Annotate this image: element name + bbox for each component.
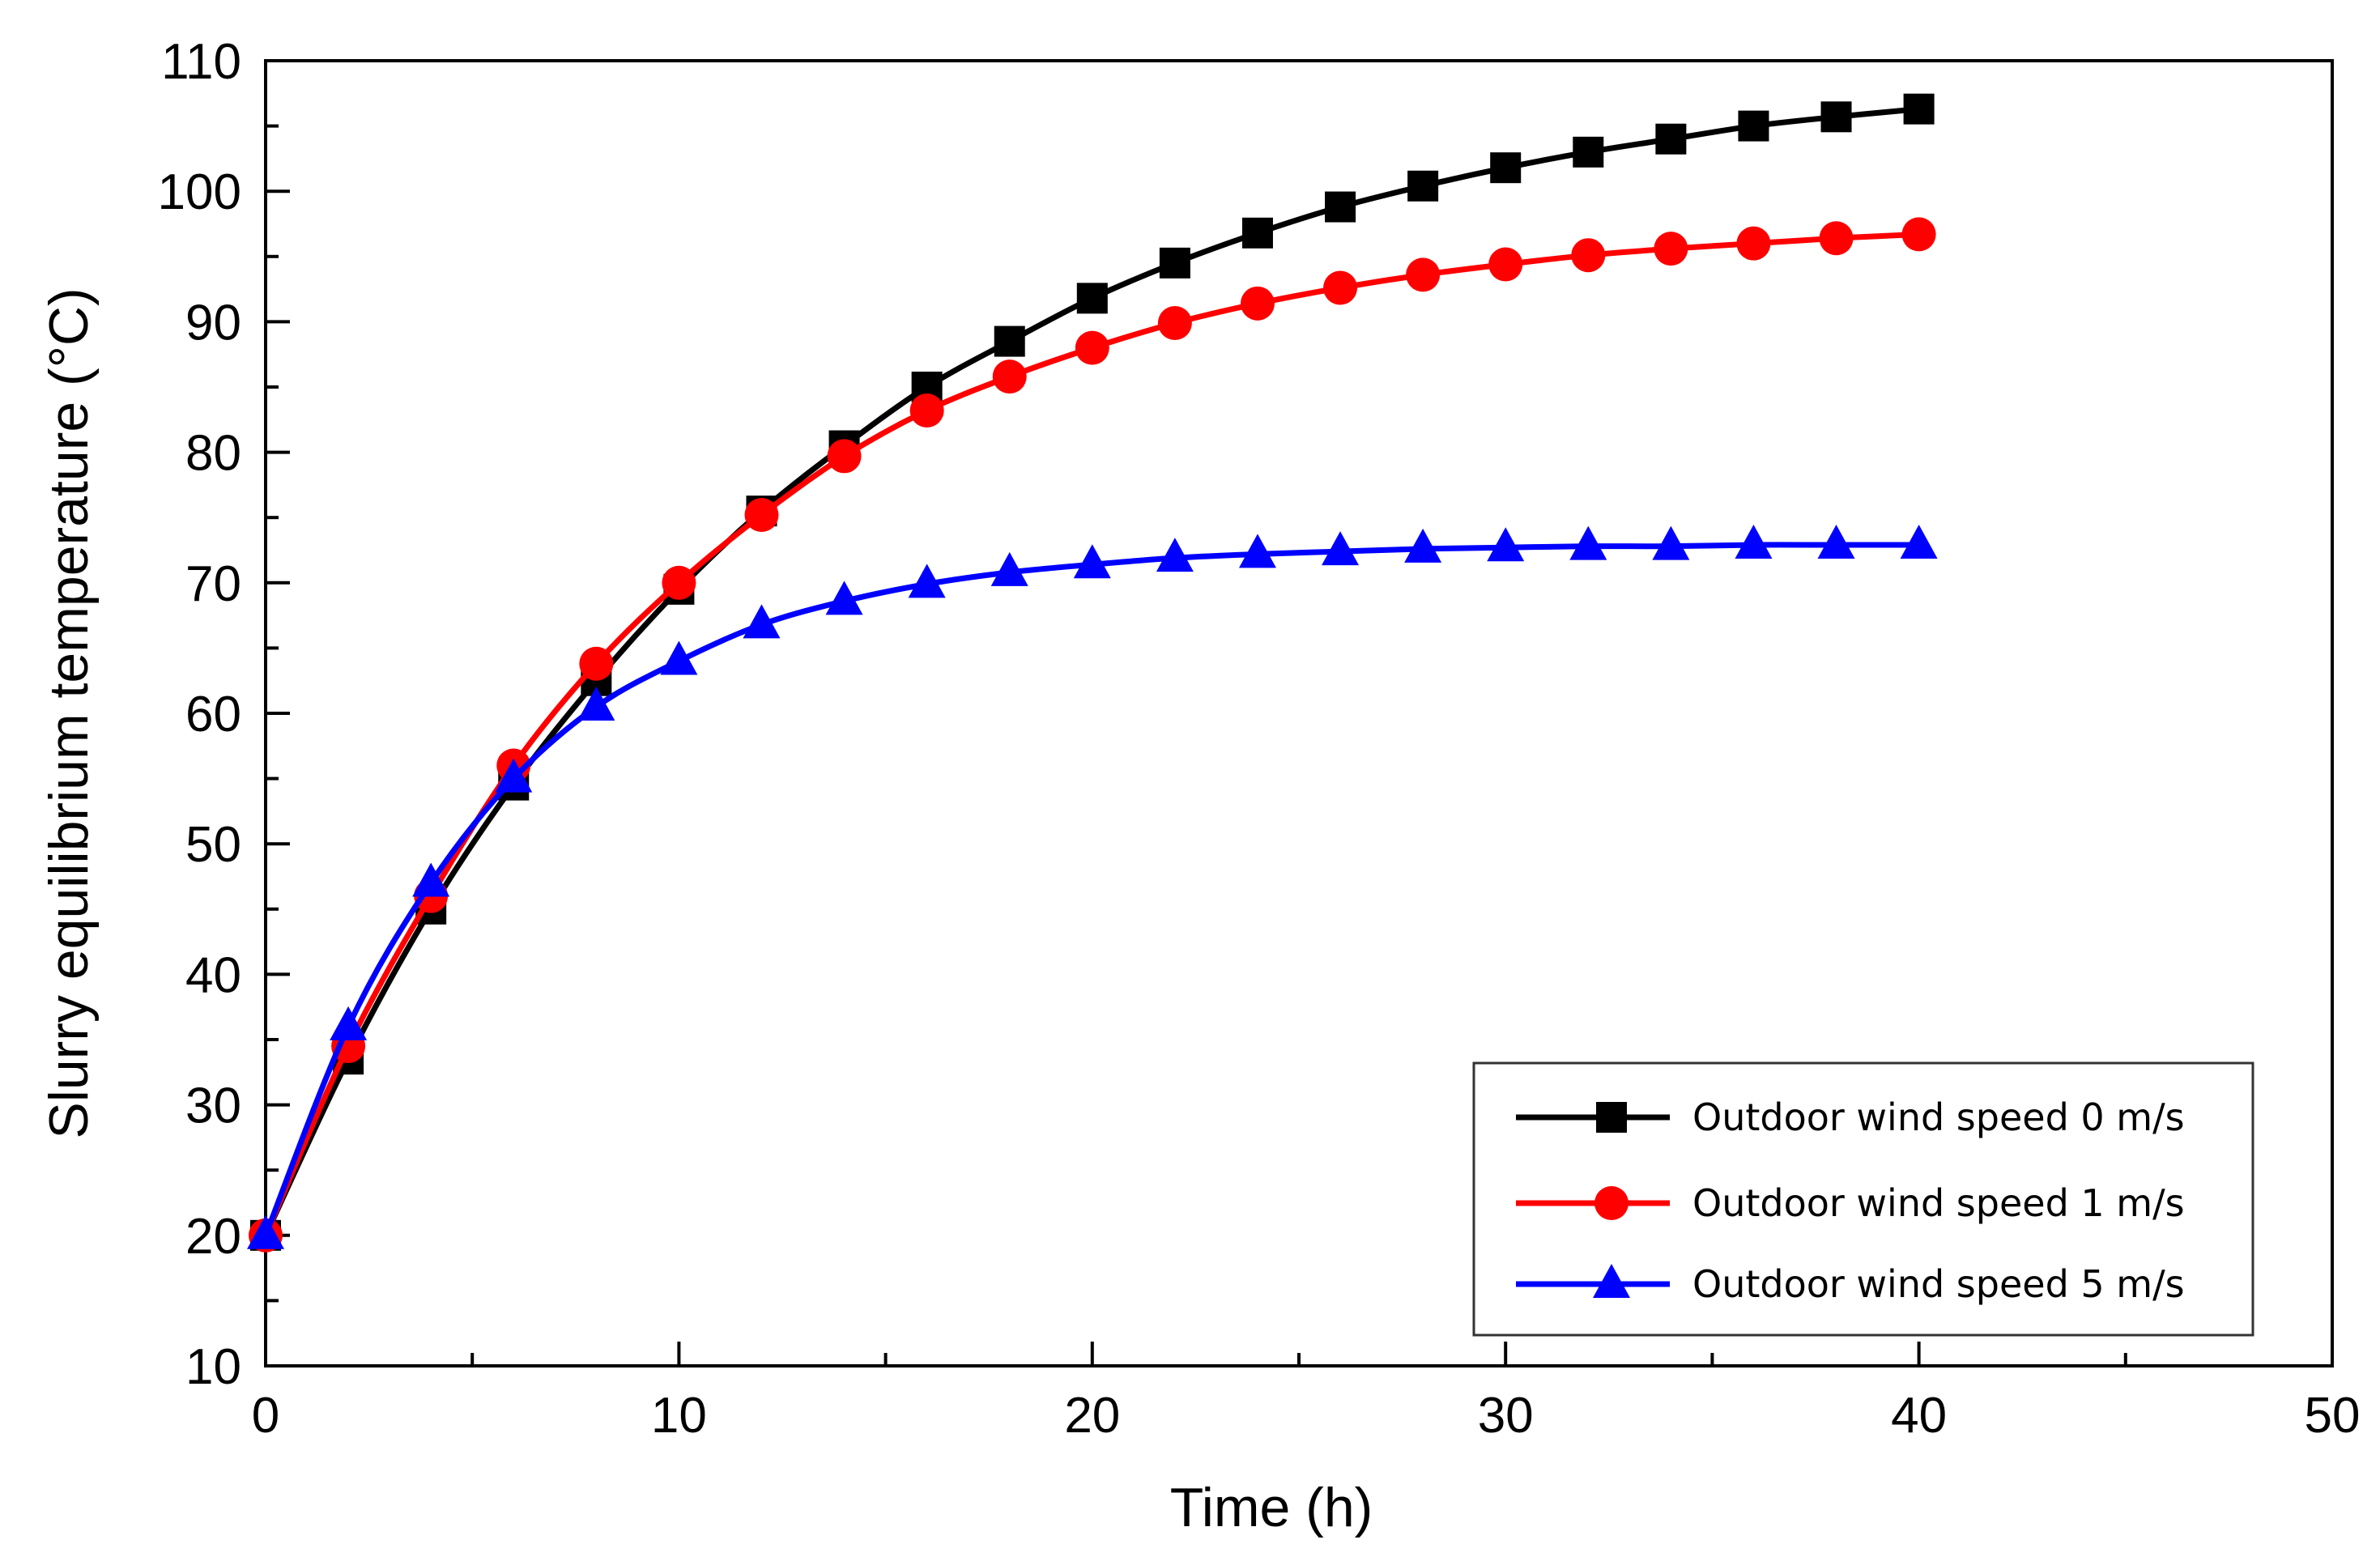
legend-entry: Outdoor wind speed 1 m/s <box>1516 1181 2185 1225</box>
data-point <box>992 359 1027 394</box>
data-point <box>1655 123 1687 155</box>
series-layer <box>247 93 1938 1253</box>
series-0 <box>250 93 1935 1251</box>
data-point <box>495 758 533 793</box>
legend: Outdoor wind speed 0 m/s Outdoor wind spe… <box>1472 1061 2254 1337</box>
x-tick-label: 50 <box>2305 1388 2361 1444</box>
legend-entry: Outdoor wind speed 5 m/s <box>1516 1262 2185 1306</box>
y-axis-title: Slurry equilibrium temperature (°C) <box>38 287 100 1138</box>
data-point <box>1238 534 1276 568</box>
legend-label: Outdoor wind speed 0 m/s <box>1692 1095 2185 1139</box>
legend-entry: Outdoor wind speed 0 m/s <box>1516 1095 2185 1139</box>
legend-marker <box>1594 1186 1629 1220</box>
data-point <box>1159 247 1190 279</box>
x-axis-title: Time (h) <box>1170 1477 1373 1538</box>
series-2 <box>247 525 1938 1249</box>
y-tick-label: 70 <box>185 556 241 612</box>
data-point <box>1652 525 1690 560</box>
data-point <box>909 393 944 428</box>
data-point <box>662 565 696 600</box>
data-point <box>1569 525 1607 560</box>
data-point <box>412 862 450 897</box>
data-point <box>1738 110 1769 142</box>
data-point <box>827 439 862 474</box>
data-point <box>1901 217 1936 252</box>
data-point <box>1903 93 1935 125</box>
data-point <box>1404 528 1442 563</box>
data-point <box>1820 101 1852 133</box>
data-point <box>1406 257 1441 292</box>
data-point <box>744 497 779 532</box>
series-1 <box>249 217 1936 1253</box>
data-point <box>1487 527 1525 562</box>
data-point <box>825 581 863 615</box>
y-tick-label: 40 <box>185 947 241 1003</box>
y-tick-label: 80 <box>185 426 241 482</box>
y-tick-label: 10 <box>185 1339 241 1395</box>
legend-label: Outdoor wind speed 5 m/s <box>1692 1262 2185 1306</box>
data-point <box>1573 136 1604 168</box>
x-tick-label: 0 <box>252 1388 279 1444</box>
y-tick-label: 50 <box>185 817 241 873</box>
data-point <box>994 325 1025 357</box>
data-point <box>1654 232 1688 266</box>
legend-marker <box>1596 1102 1627 1133</box>
axis-ticks <box>264 59 2334 1367</box>
data-point <box>660 640 698 675</box>
x-tick-label: 30 <box>1478 1388 1534 1444</box>
data-point <box>990 551 1028 586</box>
data-point <box>1817 525 1855 559</box>
data-point <box>247 1214 284 1249</box>
data-point <box>1407 170 1439 202</box>
data-point <box>1075 330 1109 365</box>
data-point <box>1819 221 1854 256</box>
data-point <box>1736 226 1771 261</box>
x-tick-label: 40 <box>1891 1388 1947 1444</box>
y-tick-label: 60 <box>185 687 241 742</box>
data-point <box>1241 217 1273 249</box>
data-point <box>577 686 615 721</box>
data-point <box>1157 306 1192 341</box>
y-tick-label: 20 <box>185 1209 241 1265</box>
data-point <box>908 564 946 598</box>
series-line <box>262 231 1919 1237</box>
y-tick-label: 100 <box>158 164 241 220</box>
data-point <box>1735 525 1773 559</box>
data-point <box>1240 286 1275 321</box>
data-point <box>1490 152 1522 184</box>
data-point <box>1571 238 1606 273</box>
x-tick-label: 20 <box>1064 1388 1120 1444</box>
legend-label: Outdoor wind speed 1 m/s <box>1692 1181 2185 1225</box>
data-point <box>743 604 781 639</box>
series-line <box>262 106 1919 1237</box>
series-line <box>262 542 1919 1237</box>
data-point <box>1323 270 1358 305</box>
data-point <box>1073 544 1111 579</box>
y-tick-label: 110 <box>161 34 241 90</box>
data-point <box>330 1006 368 1040</box>
data-point <box>1322 531 1360 566</box>
y-tick-label: 90 <box>185 295 241 351</box>
data-point <box>1488 247 1523 282</box>
data-point <box>1156 538 1194 572</box>
legend-marker <box>1593 1264 1630 1298</box>
x-tick-label: 10 <box>651 1388 707 1444</box>
data-point <box>1325 191 1356 223</box>
data-point <box>1900 525 1938 559</box>
data-point <box>1076 283 1108 314</box>
y-tick-label: 30 <box>185 1078 241 1134</box>
data-point <box>579 646 614 681</box>
